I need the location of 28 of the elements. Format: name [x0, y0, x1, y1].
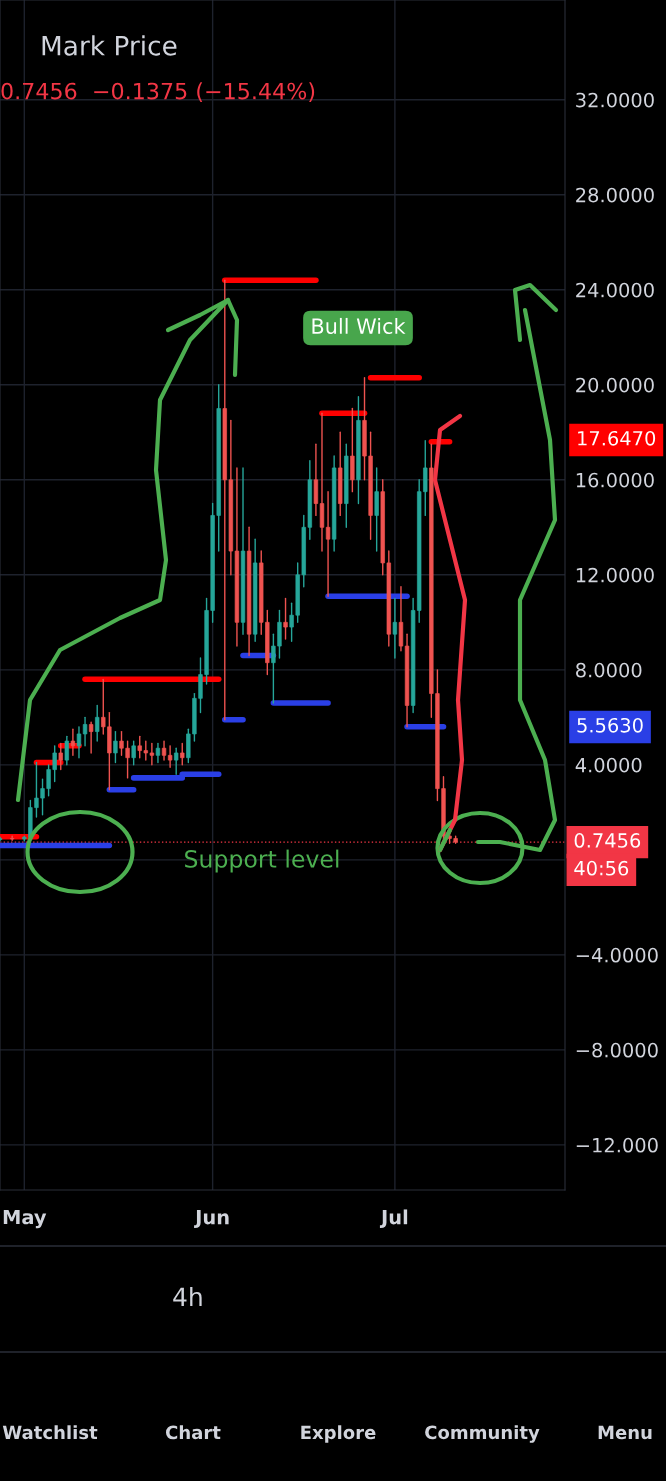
y-tick-label: 8.0000	[576, 662, 642, 678]
y-tick-label: 32.0000	[576, 92, 654, 108]
text: Explore	[301, 1425, 376, 1443]
annotation: Support level	[185, 849, 339, 873]
y-tick-label: 12.0000	[576, 567, 654, 583]
text: 0.7456 −0.1375 (−15.44%)	[1, 82, 315, 103]
annotation: Bull Wick	[312, 317, 406, 335]
y-tick-label: 16.0000	[576, 472, 654, 488]
text: Chart	[165, 1425, 221, 1440]
x-tick-label: Jun	[194, 1210, 229, 1229]
text: Menu	[598, 1425, 652, 1440]
text: 4h	[173, 1286, 202, 1306]
text: Mark Price	[42, 35, 177, 56]
text: Watchlist	[2, 1425, 98, 1440]
text: 40:56	[574, 860, 629, 876]
x-tick-label: May	[3, 1209, 47, 1229]
y-tick-label: 28.0000	[576, 187, 654, 203]
y-tick-label: 20.0000	[576, 377, 654, 393]
y-tick-label: −12.000	[576, 1137, 658, 1153]
ref-line-label: 0.7456	[574, 833, 641, 848]
y-tick-label: −4.0000	[576, 947, 658, 963]
x-tick-label: Jul	[379, 1209, 408, 1229]
y-tick-label: −8.0000	[576, 1042, 658, 1058]
text: 5.5630	[577, 717, 643, 733]
y-tick-label: 24.0000	[576, 282, 654, 298]
y-tick-label: 4.0000	[575, 757, 642, 773]
text: Community	[425, 1425, 540, 1443]
text: 17.6470	[578, 430, 656, 446]
